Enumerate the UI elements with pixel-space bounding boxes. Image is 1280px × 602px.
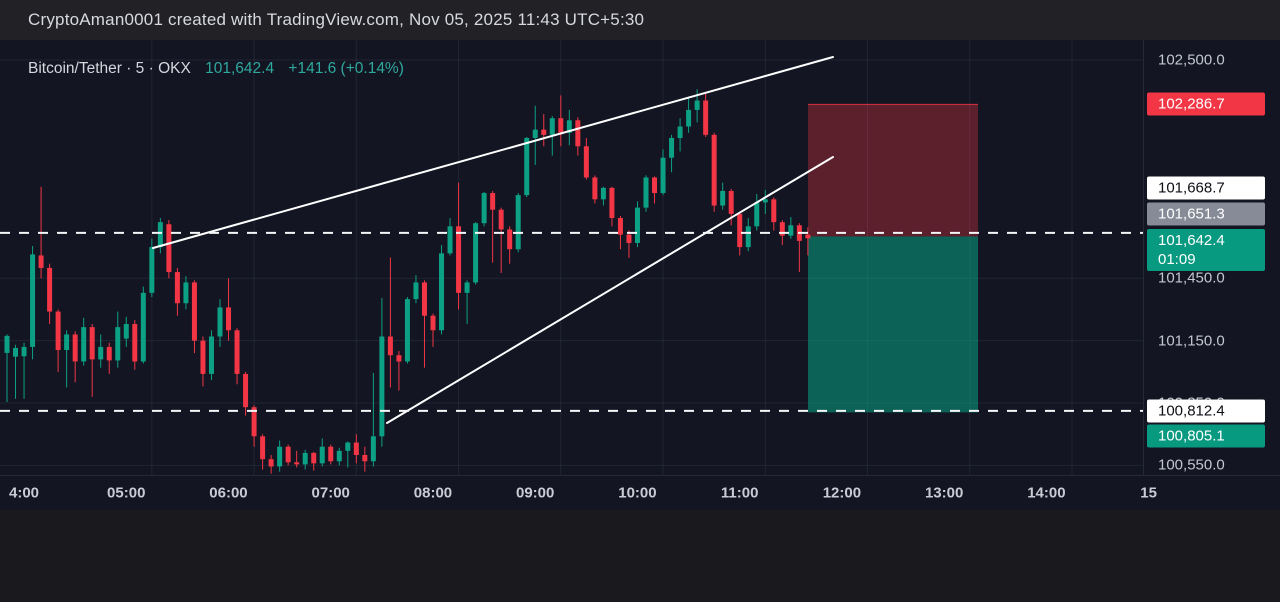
price-badge: 101,642.4 01:09 bbox=[1147, 229, 1265, 271]
candles-layer bbox=[4, 89, 811, 474]
time-tick: 08:00 bbox=[413, 484, 453, 502]
time-tick: 11:00 bbox=[720, 484, 759, 502]
price-change-value: +141.6 (+0.14%) bbox=[288, 60, 404, 77]
last-price-value: 101,642.4 bbox=[205, 60, 275, 77]
price-axis[interactable]: 102,500.0101,450.0101,150.0100,850.0100,… bbox=[1143, 40, 1280, 475]
time-tick: 06:00 bbox=[209, 484, 248, 502]
footer-area: TradingView bbox=[0, 510, 1280, 602]
time-axis[interactable]: 4:00 05:00 06:00 07:00 08:00 09:00 10:00 11:00 1… bbox=[0, 475, 1280, 510]
time-tick: 09:00 bbox=[516, 484, 555, 502]
price-tick: 101,150.0 bbox=[1158, 332, 1225, 350]
price-tick: 100,550.0 bbox=[1158, 456, 1225, 474]
chart-pane[interactable]: Bitcoin/Tether · 5 · OKX 101,642.4 +141.… bbox=[0, 40, 1143, 475]
time-tick: 15 bbox=[1140, 484, 1157, 502]
time-tick: 10:00 bbox=[618, 484, 657, 502]
price-tick: 101,450.0 bbox=[1158, 269, 1225, 287]
attribution-bar: CryptoAman0001 created with TradingView.… bbox=[0, 0, 1280, 40]
short-position-risk-box bbox=[808, 104, 978, 237]
time-tick: 07:00 bbox=[311, 484, 350, 502]
price-tick: 102,500.0 bbox=[1158, 51, 1225, 69]
price-badge: 100,812.4 bbox=[1147, 399, 1265, 423]
price-badge: 101,651.3 bbox=[1147, 202, 1265, 226]
time-tick: 13:00 bbox=[924, 484, 964, 502]
lower-ascending-trendline bbox=[386, 156, 834, 424]
time-tick: 05:00 bbox=[107, 484, 146, 502]
candlestick-chart[interactable] bbox=[0, 40, 1143, 475]
short-position-profit-box bbox=[808, 236, 978, 413]
symbol-title: Bitcoin/Tether · 5 · OKX bbox=[28, 60, 191, 77]
price-badge: 101,668.7 bbox=[1147, 176, 1265, 200]
price-badge: 100,805.1 bbox=[1147, 424, 1265, 448]
attribution-text: CryptoAman0001 created with TradingView.… bbox=[28, 10, 645, 29]
price-badge: 102,286.7 bbox=[1147, 92, 1265, 116]
time-tick: 4:00 bbox=[8, 484, 40, 502]
time-tick: 14:00 bbox=[1027, 484, 1066, 502]
time-tick: 12:00 bbox=[822, 484, 862, 502]
symbol-legend: Bitcoin/Tether · 5 · OKX 101,642.4 +141.… bbox=[28, 60, 404, 78]
upper-ascending-trendline bbox=[152, 56, 834, 249]
